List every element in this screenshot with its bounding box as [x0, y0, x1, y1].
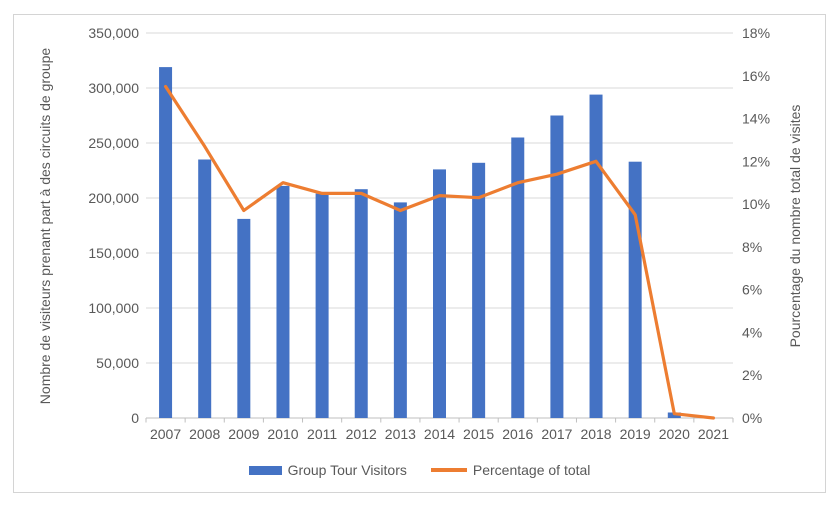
x-axis-tick-label: 2021: [698, 426, 729, 442]
x-axis-tick-label: 2015: [463, 426, 494, 442]
right-axis-tick-label: 6%: [742, 282, 762, 298]
bar-2017: [550, 115, 564, 418]
x-axis-tick-label: 2014: [424, 426, 455, 442]
legend-bar-swatch-icon: [248, 465, 282, 475]
x-axis-tick-label: 2011: [307, 426, 337, 442]
bar-2012: [354, 189, 368, 418]
x-axis-tick-label: 2009: [228, 426, 259, 442]
left-axis-tick-label: 350,000: [88, 25, 139, 41]
right-axis-tick-label: 4%: [742, 324, 762, 340]
left-axis-tick-label: 100,000: [88, 300, 139, 316]
right-axis-tick-label: 12%: [742, 153, 770, 169]
x-axis-tick-label: 2007: [150, 426, 181, 442]
bar-2018: [589, 94, 603, 418]
bar-2009: [237, 218, 251, 418]
right-axis-tick-label: 2%: [742, 367, 762, 383]
x-axis-tick-label: 2017: [541, 426, 572, 442]
bar-2019: [628, 161, 642, 418]
left-axis-tick-label: 300,000: [88, 80, 139, 96]
x-axis-tick-label: 2019: [620, 426, 651, 442]
legend-item-percentage-of-total: Percentage of total: [430, 462, 591, 478]
left-axis-tick-label: 50,000: [96, 355, 139, 371]
right-axis-tick-label: 10%: [742, 196, 770, 212]
bar-2013: [393, 202, 407, 418]
x-axis-tick-label: 2020: [659, 426, 690, 442]
legend-label-line-series: Percentage of total: [472, 462, 591, 478]
x-axis-tick-label: 2016: [502, 426, 533, 442]
right-axis-tick-label: 18%: [742, 25, 770, 41]
right-axis-tick-label: 14%: [742, 111, 770, 127]
right-axis-tick-label: 8%: [742, 239, 762, 255]
legend-label-bar-series: Group Tour Visitors: [287, 462, 407, 478]
x-axis-tick-label: 2012: [346, 426, 377, 442]
right-axis-tick-label: 0%: [742, 410, 762, 426]
legend: Group Tour Visitors Percentage of total: [0, 462, 839, 478]
percentage-line: [164, 84, 716, 420]
right-axis-title: Pourcentage du nombre total de visites: [787, 104, 803, 348]
bar-2016: [511, 137, 525, 418]
bar-2015: [472, 162, 486, 418]
bar-2010: [276, 185, 290, 418]
left-axis-tick-label: 150,000: [88, 245, 139, 261]
left-axis-tick-label: 200,000: [88, 190, 139, 206]
bar-2007: [159, 67, 173, 418]
x-axis-tick-label: 2010: [267, 426, 298, 442]
x-axis-tick-label: 2013: [385, 426, 416, 442]
left-axis-tick-label: 0: [131, 410, 139, 426]
x-axis-tick-label: 2008: [189, 426, 220, 442]
x-axis-tick-label: 2018: [580, 426, 611, 442]
legend-item-group-tour-visitors: Group Tour Visitors: [248, 462, 407, 478]
legend-line-swatch-icon: [430, 468, 467, 472]
left-axis-title: Nombre de visiteurs prenant part à des c…: [37, 47, 53, 405]
right-axis-tick-label: 16%: [742, 68, 770, 84]
bar-2011: [315, 193, 329, 418]
bar-2014: [433, 169, 446, 418]
left-axis-tick-label: 250,000: [88, 135, 139, 151]
bar-2008: [198, 159, 212, 418]
